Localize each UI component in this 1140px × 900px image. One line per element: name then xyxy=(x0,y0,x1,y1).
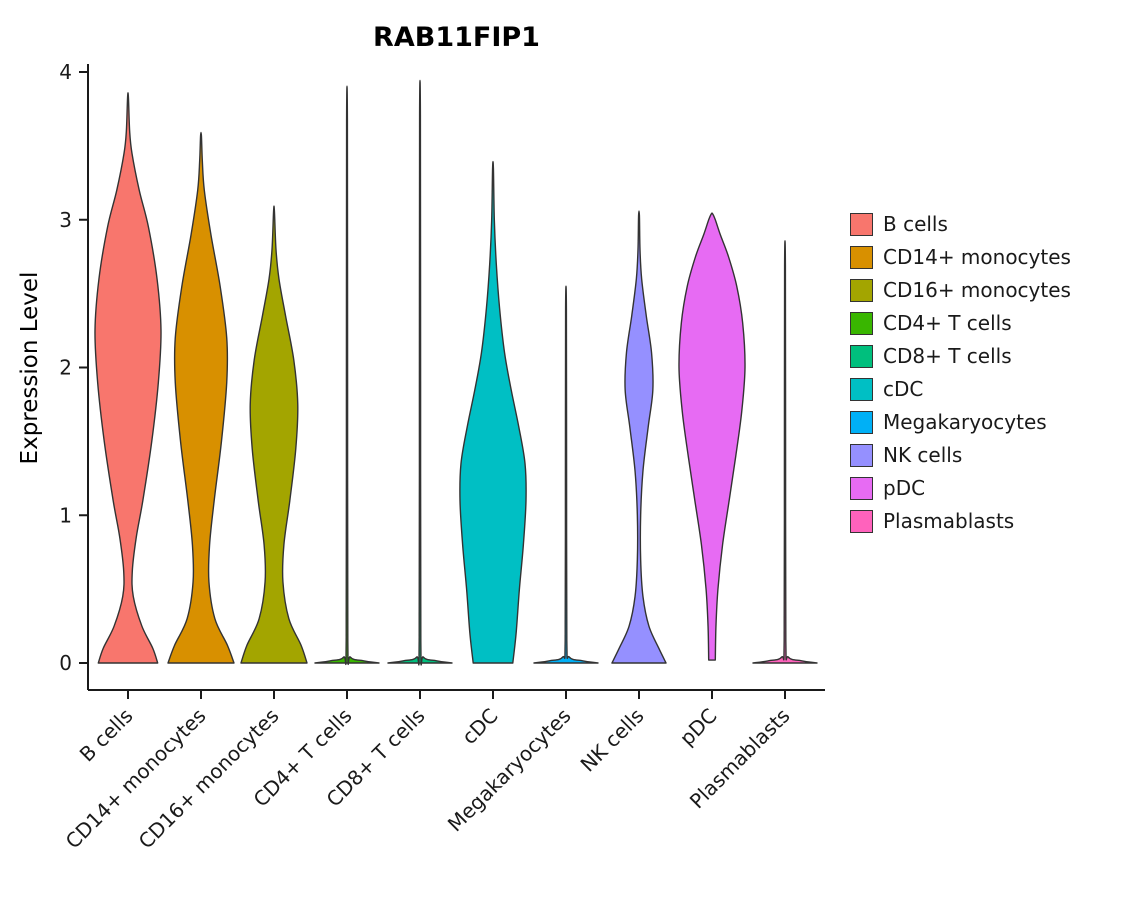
legend-swatch xyxy=(850,410,873,434)
legend-swatch xyxy=(850,245,873,269)
x-axis-label-megakaryocytes: Megakaryocytes xyxy=(443,704,576,837)
legend-item-cdc: cDC xyxy=(850,377,1071,401)
y-tick-label: 2 xyxy=(59,356,72,380)
legend-swatch xyxy=(850,212,873,236)
legend-label: pDC xyxy=(883,476,926,500)
legend-label: CD14+ monocytes xyxy=(883,245,1071,269)
y-tick-label: 4 xyxy=(59,60,72,84)
violin-cd4-t-cells xyxy=(314,85,380,666)
legend: B cells CD14+ monocytes CD16+ monocytes CD4… xyxy=(850,212,1071,533)
violin-pdc xyxy=(678,212,746,661)
y-tick-label: 3 xyxy=(59,208,72,232)
legend-label: B cells xyxy=(883,212,948,236)
legend-item-cd4-t-cells: CD4+ T cells xyxy=(850,311,1071,335)
legend-item-nk-cells: NK cells xyxy=(850,443,1071,467)
x-axis-label-cd14-monocytes: CD14+ monocytes xyxy=(61,704,211,854)
legend-item-cd8-t-cells: CD8+ T cells xyxy=(850,344,1071,368)
violin-b-cells xyxy=(94,92,162,664)
legend-swatch xyxy=(850,443,873,467)
legend-swatch xyxy=(850,311,873,335)
legend-swatch xyxy=(850,476,873,500)
legend-label: Plasmablasts xyxy=(883,509,1015,533)
legend-swatch xyxy=(850,278,873,302)
legend-item-plasmablasts: Plasmablasts xyxy=(850,509,1071,533)
legend-label: CD4+ T cells xyxy=(883,311,1012,335)
legend-item-cd14-monocytes: CD14+ monocytes xyxy=(850,245,1071,269)
y-tick-label: 1 xyxy=(59,503,72,527)
violin-cdc xyxy=(459,160,527,664)
violin-plasmablasts xyxy=(752,240,818,664)
violin-nk-cells xyxy=(611,210,667,664)
legend-swatch xyxy=(850,377,873,401)
y-tick-label: 0 xyxy=(59,651,72,675)
legend-item-megakaryocytes: Megakaryocytes xyxy=(850,410,1071,434)
violin-cd16-monocytes xyxy=(240,205,308,664)
x-axis-label-cdc: cDC xyxy=(457,704,503,750)
legend-swatch xyxy=(850,344,873,368)
legend-label: NK cells xyxy=(883,443,963,467)
legend-item-b-cells: B cells xyxy=(850,212,1071,236)
legend-item-cd16-monocytes: CD16+ monocytes xyxy=(850,278,1071,302)
x-axis-label-b-cells: B cells xyxy=(75,704,138,767)
legend-item-pdc: pDC xyxy=(850,476,1071,500)
x-axis-label-pdc: pDC xyxy=(675,704,722,751)
legend-label: cDC xyxy=(883,377,924,401)
legend-label: Megakaryocytes xyxy=(883,410,1047,434)
chart-title: RAB11FIP1 xyxy=(373,22,540,53)
legend-label: CD8+ T cells xyxy=(883,344,1012,368)
x-axis-label-cd16-monocytes: CD16+ monocytes xyxy=(134,704,284,854)
legend-swatch xyxy=(850,509,873,533)
violin-cd8-t-cells xyxy=(387,79,453,666)
x-axis-label-nk-cells: NK cells xyxy=(576,704,649,777)
violin-cd14-monocytes xyxy=(167,131,235,664)
legend-label: CD16+ monocytes xyxy=(883,278,1071,302)
violin-megakaryocytes xyxy=(533,285,599,664)
